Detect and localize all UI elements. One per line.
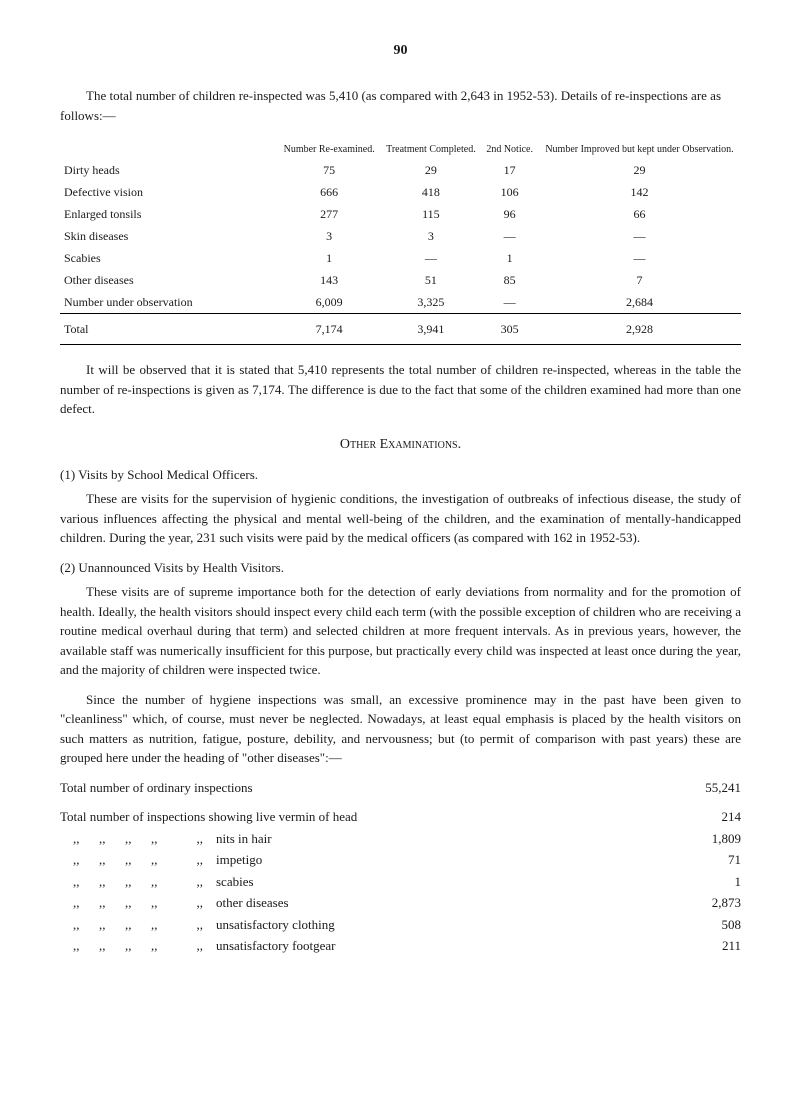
row-value: — — [380, 247, 481, 269]
row-label: Enlarged tonsils — [60, 203, 278, 225]
table-row: Enlarged tonsils2771159666 — [60, 203, 741, 225]
stats-label: Total number of ordinary inspections — [60, 778, 671, 798]
col-header-0 — [60, 140, 278, 159]
table-row: Defective vision666418106142 — [60, 181, 741, 203]
total-value: 7,174 — [278, 314, 381, 345]
stats-row: ,, ,, ,, ,, ,, unsatisfactory footgear21… — [60, 936, 741, 956]
subsection-2-label: (2) Unannounced Visits by Health Visitor… — [60, 558, 741, 578]
row-value: 96 — [481, 203, 538, 225]
stats-row: Total number of inspections showing live… — [60, 807, 741, 827]
stats-value: 2,873 — [671, 893, 741, 913]
row-value: 85 — [481, 269, 538, 291]
stats-label: ,, ,, ,, ,, ,, unsatisfactory footgear — [60, 936, 671, 956]
section-heading-other-exams: Other Examinations. — [60, 434, 741, 455]
table-row: Number under observation6,0093,325—2,684 — [60, 291, 741, 314]
row-value: 106 — [481, 181, 538, 203]
stats-value: 508 — [671, 915, 741, 935]
row-value: — — [481, 291, 538, 314]
stats-label: ,, ,, ,, ,, ,, other diseases — [60, 893, 671, 913]
row-value: 277 — [278, 203, 381, 225]
stats-label: ,, ,, ,, ,, ,, impetigo — [60, 850, 671, 870]
row-value: 418 — [380, 181, 481, 203]
row-value: 142 — [538, 181, 741, 203]
table-row: Dirty heads75291729 — [60, 159, 741, 181]
stats-label: Total number of inspections showing live… — [60, 807, 671, 827]
row-value: 6,009 — [278, 291, 381, 314]
row-label: Dirty heads — [60, 159, 278, 181]
row-value: 666 — [278, 181, 381, 203]
row-value: 75 — [278, 159, 381, 181]
row-value: 7 — [538, 269, 741, 291]
row-value: 3 — [380, 225, 481, 247]
stats-row: ,, ,, ,, ,, ,, scabies1 — [60, 872, 741, 892]
row-value: 51 — [380, 269, 481, 291]
subsection-2-paragraph-1: These visits are of supreme importance b… — [60, 582, 741, 680]
row-value: 66 — [538, 203, 741, 225]
total-value: 305 — [481, 314, 538, 345]
table-total-row: Total7,1743,9413052,928 — [60, 314, 741, 345]
row-value: 1 — [481, 247, 538, 269]
row-value: 115 — [380, 203, 481, 225]
row-label: Skin diseases — [60, 225, 278, 247]
table-row: Skin diseases33—— — [60, 225, 741, 247]
stats-value: 55,241 — [671, 778, 741, 798]
subsection-1-paragraph: These are visits for the supervision of … — [60, 489, 741, 548]
row-value: 143 — [278, 269, 381, 291]
stats-label: ,, ,, ,, ,, ,, nits in hair — [60, 829, 671, 849]
stats-value: 214 — [671, 807, 741, 827]
page-number: 90 — [60, 40, 741, 61]
row-value: 29 — [380, 159, 481, 181]
row-value: — — [481, 225, 538, 247]
row-value: 2,684 — [538, 291, 741, 314]
col-header-3: 2nd Notice. — [481, 140, 538, 159]
total-value: 2,928 — [538, 314, 741, 345]
row-value: — — [538, 247, 741, 269]
stats-row: ,, ,, ,, ,, ,, other diseases2,873 — [60, 893, 741, 913]
stats-block: Total number of ordinary inspections55,2… — [60, 778, 741, 956]
row-value: 17 — [481, 159, 538, 181]
subsection-1-label: (1) Visits by School Medical Officers. — [60, 465, 741, 485]
stats-value: 1,809 — [671, 829, 741, 849]
stats-row: ,, ,, ,, ,, ,, impetigo71 — [60, 850, 741, 870]
table-header-row: Number Re-examined. Treatment Completed.… — [60, 140, 741, 159]
stats-label: ,, ,, ,, ,, ,, unsatisfactory clothing — [60, 915, 671, 935]
total-value: 3,941 — [380, 314, 481, 345]
stats-row: ,, ,, ,, ,, ,, nits in hair1,809 — [60, 829, 741, 849]
total-label: Total — [60, 314, 278, 345]
row-label: Defective vision — [60, 181, 278, 203]
row-label: Number under observation — [60, 291, 278, 314]
col-header-1: Number Re-examined. — [278, 140, 381, 159]
table-row: Other diseases14351857 — [60, 269, 741, 291]
row-value: 29 — [538, 159, 741, 181]
row-value: 3 — [278, 225, 381, 247]
stats-row: Total number of ordinary inspections55,2… — [60, 778, 741, 798]
row-value: 3,325 — [380, 291, 481, 314]
stats-value: 211 — [671, 936, 741, 956]
stats-label: ,, ,, ,, ,, ,, scabies — [60, 872, 671, 892]
stats-row: ,, ,, ,, ,, ,, unsatisfactory clothing50… — [60, 915, 741, 935]
table-row: Scabies1—1— — [60, 247, 741, 269]
col-header-4: Number Improved but kept under Observati… — [538, 140, 741, 159]
stats-value: 71 — [671, 850, 741, 870]
stats-value: 1 — [671, 872, 741, 892]
col-header-2: Treatment Completed. — [380, 140, 481, 159]
reinspection-table: Number Re-examined. Treatment Completed.… — [60, 140, 741, 345]
intro-paragraph: The total number of children re-inspecte… — [60, 86, 741, 125]
row-label: Scabies — [60, 247, 278, 269]
row-value: 1 — [278, 247, 381, 269]
subsection-2-paragraph-2: Since the number of hygiene inspections … — [60, 690, 741, 768]
row-label: Other diseases — [60, 269, 278, 291]
observation-paragraph: It will be observed that it is stated th… — [60, 360, 741, 419]
row-value: — — [538, 225, 741, 247]
